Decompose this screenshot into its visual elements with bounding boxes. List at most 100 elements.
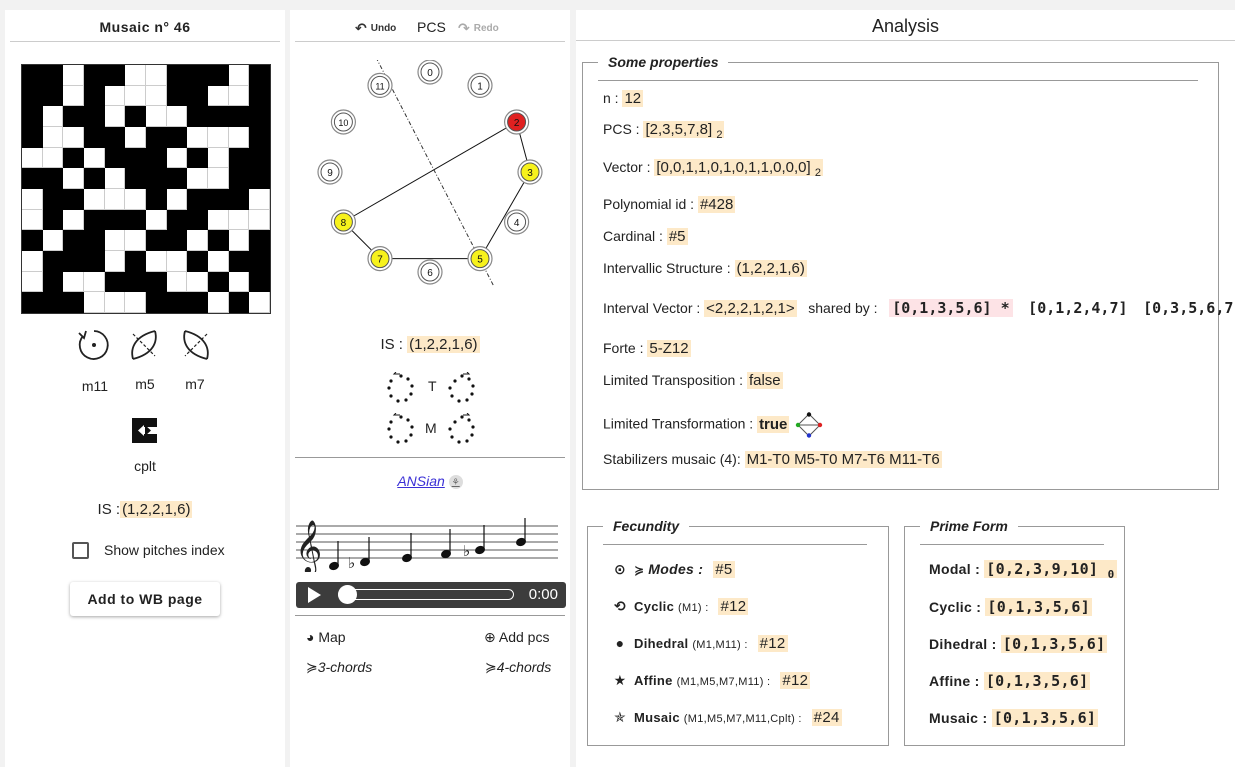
pitch-node[interactable] (507, 212, 527, 232)
pitch-node[interactable] (520, 162, 540, 182)
pitch-label: 9 (327, 168, 333, 179)
grid-cell (249, 126, 270, 148)
grid-cell (228, 271, 250, 293)
pcs-property: PCS : [2,3,5,7,8] 2 (603, 121, 725, 141)
svg-text:𝄞: 𝄞 (296, 519, 322, 572)
pitch-node[interactable] (420, 262, 440, 282)
grid-cell (249, 147, 270, 169)
grid-cell (63, 147, 84, 169)
fecundity-modes[interactable]: ⊙ ≽ Modes : #5 (613, 561, 735, 578)
pitch-label: 10 (338, 118, 348, 128)
chevron-down-icon: ≽ (634, 563, 645, 577)
add-circle-icon: ⊕ (484, 629, 496, 645)
grid-cell (166, 188, 188, 210)
grid-cell (249, 168, 270, 189)
grid-cell (228, 65, 250, 86)
grid-cell (187, 209, 208, 231)
music-staff: 𝄞 ♭ ♭ (296, 518, 558, 572)
three-chords-button[interactable]: ≽3-chords (306, 659, 373, 675)
grid-cell (83, 188, 105, 210)
seek-handle[interactable] (338, 585, 357, 604)
transpose-label: T (428, 378, 437, 394)
pitch-node[interactable] (370, 249, 390, 269)
grid-cell (145, 126, 167, 148)
m5-transform-icon[interactable] (125, 326, 163, 364)
add-to-wb-button[interactable]: Add to WB page (70, 582, 220, 616)
four-chords-button[interactable]: ≽4-chords (485, 659, 552, 675)
m7-transform-icon[interactable] (177, 326, 215, 364)
redo-button[interactable]: ↷ Redo (458, 20, 499, 36)
fecundity-dihedral: ● Dihedral (M1,M11) : #12 (612, 635, 788, 652)
complement-icon[interactable] (132, 418, 157, 443)
seek-bar[interactable] (338, 589, 514, 600)
grid-cell (42, 230, 64, 251)
grid-cell (166, 65, 188, 86)
grid-cell (22, 250, 43, 272)
undo-button[interactable]: ↶ Undo (355, 20, 397, 36)
grid-cell (187, 168, 208, 189)
grid-cell (63, 271, 84, 293)
grid-cell (125, 292, 146, 313)
shared-pcs-link[interactable]: [0,3,5,6,7] (1143, 299, 1235, 317)
grid-cell (104, 106, 126, 127)
pitch-label: 0 (427, 68, 433, 79)
pitch-node[interactable] (470, 75, 490, 95)
grid-cell (22, 65, 43, 86)
pitch-node[interactable] (320, 162, 340, 182)
grid-cell (228, 126, 250, 148)
grid-cell (145, 147, 167, 169)
grid-cell (63, 230, 84, 251)
m11-rotate-icon[interactable] (75, 326, 113, 364)
pcs-clock[interactable]: 0 1 2 3 4 5 6 7 8 9 10 11 (290, 60, 570, 320)
shared-pcs-link[interactable]: [0,1,3,5,6] * (889, 299, 1013, 317)
map-button[interactable]: ◕ Map (306, 629, 346, 645)
multiply-right-icon[interactable] (447, 413, 477, 445)
prime-dihedral: Dihedral : [0,1,3,5,6] (929, 635, 1108, 653)
symmetry-diamond-icon[interactable] (795, 412, 823, 438)
grid-cell (42, 168, 64, 189)
fecundity-cyclic: ⟲ Cyclic (M1) : #12 (613, 598, 749, 615)
pitch-node[interactable] (420, 62, 440, 82)
grid-cell (125, 147, 146, 169)
grid-cell (249, 271, 270, 293)
pitch-label: 5 (477, 255, 483, 266)
stabilizers-property: Stabilizers musaic (4): M1-T0 M5-T0 M7-T… (603, 451, 942, 468)
transpose-left-icon[interactable] (386, 372, 416, 404)
modes-icon: ⊙ (613, 561, 627, 577)
show-pitches-checkbox[interactable] (72, 542, 89, 559)
grid-cell (22, 292, 43, 313)
pitch-node[interactable] (333, 112, 353, 132)
grid-cell (207, 188, 229, 210)
grid-cell (104, 147, 126, 169)
forte-property: Forte : 5-Z12 (603, 340, 691, 357)
polygon-edge (479, 171, 531, 259)
grid-cell (145, 271, 167, 293)
ansian-link[interactable]: ANSian ⚘ (290, 473, 570, 490)
add-pcs-button[interactable]: ⊕ Add pcs (484, 629, 550, 645)
pitch-node[interactable] (333, 212, 353, 232)
transpose-right-icon[interactable] (447, 372, 477, 404)
pitch-node[interactable] (507, 112, 527, 132)
grid-cell (125, 65, 146, 86)
multiply-left-icon[interactable] (386, 413, 416, 445)
grid-cell (187, 250, 208, 272)
grid-cell (63, 188, 84, 210)
musaic-grid[interactable] (21, 64, 271, 314)
analysis-title: Analysis (871, 16, 940, 36)
grid-cell (63, 168, 84, 189)
grid-cell (145, 188, 167, 210)
show-pitches-label: Show pitches index (104, 542, 225, 558)
play-icon[interactable] (306, 586, 322, 604)
grid-cell (42, 147, 64, 169)
shared-pcs-link[interactable]: [0,1,2,4,7] (1028, 299, 1128, 317)
grid-cell (166, 209, 188, 231)
sound-icon[interactable]: ⚘ (448, 475, 463, 490)
complement-label: cplt (134, 458, 156, 474)
grid-cell (228, 250, 250, 272)
pitch-node[interactable] (470, 249, 490, 269)
pitch-node[interactable] (370, 75, 390, 95)
grid-cell (63, 250, 84, 272)
m11-label: m11 (81, 378, 109, 394)
pitch-label: 6 (427, 268, 433, 279)
grid-cell (187, 147, 208, 169)
